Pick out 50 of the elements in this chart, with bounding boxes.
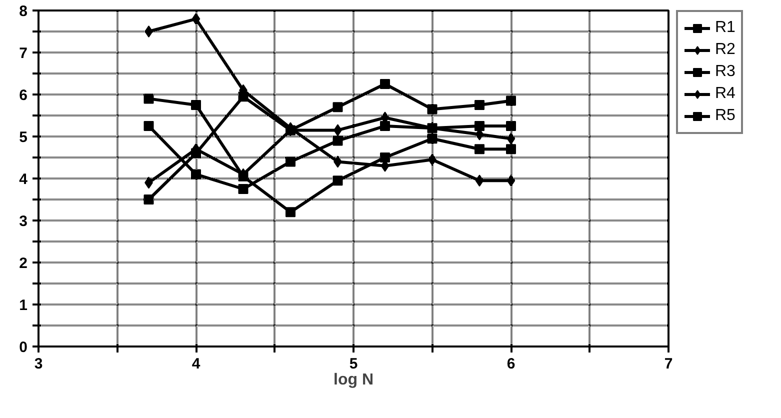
point bbox=[192, 12, 200, 25]
point bbox=[380, 121, 390, 131]
point bbox=[427, 104, 438, 114]
point bbox=[474, 100, 484, 110]
point bbox=[191, 148, 201, 158]
legend-label: R4 bbox=[715, 85, 736, 103]
point bbox=[144, 194, 154, 204]
point bbox=[427, 134, 438, 144]
y-tick-label: 5 bbox=[19, 129, 28, 146]
y-tick-label: 3 bbox=[19, 213, 28, 230]
point bbox=[238, 171, 248, 182]
point bbox=[506, 144, 516, 154]
point bbox=[380, 79, 390, 89]
point bbox=[144, 94, 154, 104]
point bbox=[191, 169, 201, 180]
y-tick-label: 2 bbox=[19, 255, 28, 272]
point bbox=[332, 176, 343, 186]
point bbox=[332, 136, 343, 146]
point bbox=[332, 102, 343, 112]
point bbox=[144, 26, 153, 38]
legend-label: R1 bbox=[715, 19, 736, 37]
point bbox=[238, 92, 248, 102]
point bbox=[286, 207, 296, 218]
point bbox=[474, 144, 484, 154]
y-tick-label: 4 bbox=[19, 171, 28, 188]
point bbox=[144, 121, 154, 131]
point bbox=[380, 152, 390, 162]
point bbox=[506, 132, 516, 145]
point bbox=[506, 174, 516, 187]
x-tick-label: 5 bbox=[349, 356, 358, 372]
point bbox=[238, 184, 248, 194]
y-tick-label: 1 bbox=[19, 297, 28, 314]
x-tick-label: 6 bbox=[506, 356, 516, 372]
x-axis-title: log N bbox=[334, 372, 374, 388]
y-tick-label: 8 bbox=[19, 3, 28, 20]
point bbox=[475, 174, 484, 187]
y-tick-label: 0 bbox=[19, 339, 28, 356]
point bbox=[506, 96, 516, 106]
y-tick-label: 7 bbox=[19, 45, 28, 62]
point bbox=[474, 121, 484, 131]
point bbox=[286, 156, 296, 167]
legend-label: R5 bbox=[715, 107, 736, 125]
legend-label: R2 bbox=[715, 41, 736, 59]
x-tick-label: 4 bbox=[192, 356, 201, 372]
x-tick-label: 7 bbox=[664, 356, 673, 372]
point bbox=[506, 121, 516, 131]
x-tick-label: 3 bbox=[34, 356, 43, 372]
point bbox=[191, 100, 201, 110]
y-tick-label: 6 bbox=[19, 87, 28, 104]
legend-label: R3 bbox=[715, 63, 736, 81]
